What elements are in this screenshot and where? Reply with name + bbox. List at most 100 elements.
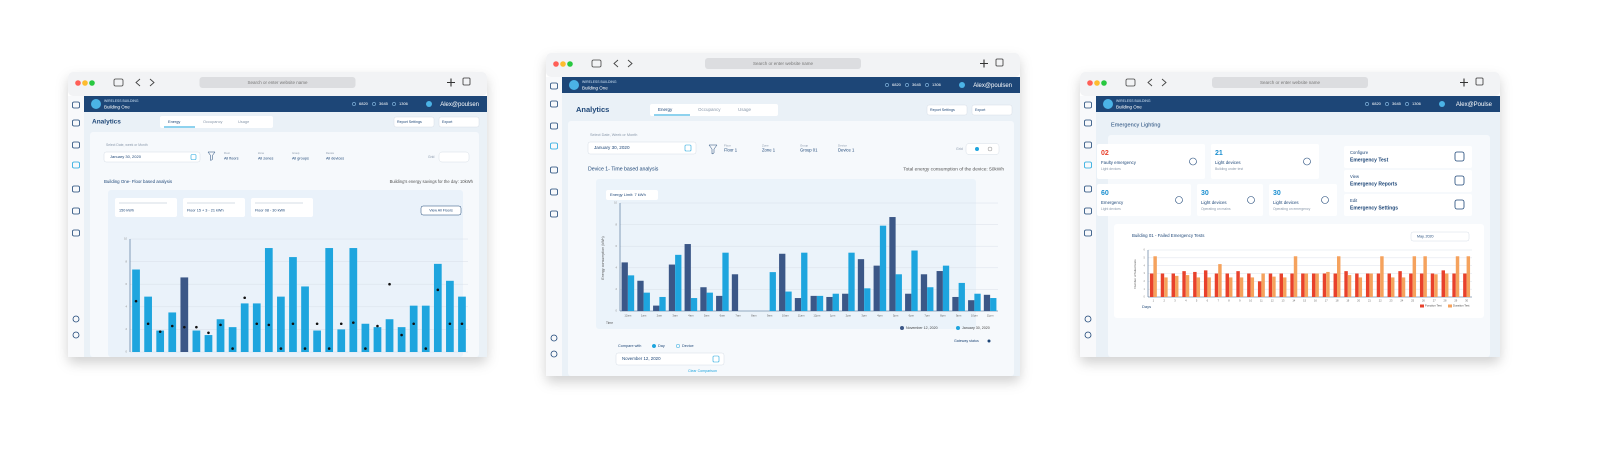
tab[interactable]: Usage <box>238 119 249 124</box>
back-button[interactable] <box>1147 78 1153 87</box>
date-value[interactable]: January 30, 2020 <box>594 145 630 150</box>
action-label[interactable]: Configure <box>1350 150 1369 155</box>
action-card[interactable] <box>1344 170 1472 192</box>
user-name[interactable]: Alex@poulsen <box>973 83 1012 89</box>
tab[interactable]: Occupancy <box>203 119 223 124</box>
action-title[interactable]: Emergency Settings <box>1350 205 1398 211</box>
building-selector[interactable]: Building One <box>1116 105 1142 110</box>
grid-toggle[interactable] <box>965 143 1000 155</box>
back-button[interactable] <box>613 59 619 68</box>
action-title[interactable]: Emergency Reports <box>1350 181 1397 187</box>
action-icon[interactable] <box>1454 151 1465 162</box>
window-control[interactable] <box>75 80 81 86</box>
filter-value[interactable]: Group 01 <box>800 148 818 153</box>
window-control[interactable] <box>1094 80 1100 86</box>
address-bar[interactable] <box>1212 77 1368 88</box>
forward-button[interactable] <box>627 59 633 68</box>
user-name[interactable]: Alex@Poulse <box>1456 102 1493 108</box>
tab[interactable]: Usage <box>738 107 752 112</box>
action-label[interactable]: Edit <box>1350 198 1358 203</box>
window-control[interactable] <box>553 61 559 67</box>
sidebar-icon[interactable] <box>1084 207 1092 215</box>
sidebar-icon[interactable] <box>1084 141 1092 149</box>
header-button-label[interactable]: Report Settings <box>930 108 955 112</box>
header-button-label[interactable]: Export <box>442 120 452 124</box>
sidebar-icon[interactable] <box>1084 331 1092 339</box>
tabs-button[interactable] <box>462 77 471 86</box>
window-control[interactable] <box>567 61 573 67</box>
back-button[interactable] <box>135 78 141 87</box>
filter-value[interactable]: All zones <box>258 157 274 161</box>
sidebar-icon[interactable] <box>550 166 558 174</box>
sidebar-toggle[interactable] <box>591 59 602 68</box>
sidebar-toggle[interactable] <box>113 78 124 87</box>
window-control[interactable] <box>1087 80 1093 86</box>
sidebar-icon[interactable] <box>550 210 558 218</box>
filter-value[interactable]: All groups <box>292 157 309 161</box>
date-picker[interactable] <box>103 151 201 163</box>
new-tab-button[interactable] <box>1460 78 1468 87</box>
sidebar-icon[interactable] <box>72 207 80 215</box>
clear-comparison-link[interactable]: Clear Comparison <box>688 369 717 373</box>
filter-value[interactable]: All floors <box>224 157 239 161</box>
window-control[interactable] <box>89 80 95 86</box>
sidebar-icon[interactable] <box>1084 315 1092 323</box>
action-title[interactable]: Emergency Test <box>1350 157 1389 163</box>
filter-value[interactable]: Device 1 <box>838 148 855 153</box>
radio-button[interactable] <box>675 343 681 349</box>
sidebar-icon[interactable] <box>72 161 80 169</box>
forward-button[interactable] <box>1161 78 1167 87</box>
grid-toggle-option[interactable] <box>987 146 993 152</box>
window-control[interactable] <box>560 61 566 67</box>
action-card[interactable] <box>1344 194 1472 216</box>
grid-toggle-option[interactable] <box>975 147 979 151</box>
month-value[interactable]: May, 2020 <box>1417 234 1434 238</box>
filter-value[interactable]: Zone 1 <box>762 148 776 153</box>
tab[interactable]: Occupancy <box>698 107 721 112</box>
month-picker[interactable] <box>1410 231 1470 242</box>
sidebar-icon[interactable] <box>72 185 80 193</box>
sidebar-icon[interactable] <box>550 82 558 90</box>
new-tab-button[interactable] <box>980 59 988 68</box>
header-button[interactable] <box>438 116 480 128</box>
sidebar-icon[interactable] <box>550 142 558 150</box>
sidebar-icon[interactable] <box>72 315 80 323</box>
compare-date-picker[interactable] <box>615 352 725 366</box>
header-button[interactable] <box>926 104 968 116</box>
filter-value[interactable]: All devices <box>326 157 344 161</box>
user-name[interactable]: Alex@poulsen <box>440 102 479 108</box>
sidebar-icon[interactable] <box>1084 119 1092 127</box>
header-button[interactable] <box>971 104 1013 116</box>
grid-toggle[interactable] <box>438 151 470 163</box>
action-icon[interactable] <box>1454 199 1465 210</box>
building-selector[interactable]: Building One <box>582 86 608 91</box>
date-value[interactable]: January 30, 2020 <box>110 154 142 159</box>
forward-button[interactable] <box>149 78 155 87</box>
sidebar-icon[interactable] <box>1084 101 1092 109</box>
view-all-label[interactable]: View All Floors <box>429 208 453 212</box>
sidebar-icon[interactable] <box>1084 161 1092 169</box>
address-bar[interactable] <box>199 77 356 88</box>
compare-date[interactable]: November 12, 2020 <box>622 356 661 361</box>
radio-label[interactable]: Device <box>682 344 694 348</box>
sidebar-icon[interactable] <box>550 188 558 196</box>
date-picker[interactable] <box>587 141 697 155</box>
sidebar-icon[interactable] <box>72 331 80 339</box>
building-selector[interactable]: Building One <box>104 105 130 110</box>
address-bar[interactable] <box>705 58 861 69</box>
sidebar-icon[interactable] <box>550 122 558 130</box>
sidebar-icon[interactable] <box>550 334 558 342</box>
window-control[interactable] <box>1101 80 1107 86</box>
filter-value[interactable]: Floor 1 <box>724 148 738 153</box>
sidebar-icon[interactable] <box>1084 229 1092 237</box>
view-all-button[interactable] <box>420 205 462 216</box>
tabs-button[interactable] <box>995 58 1004 67</box>
sidebar-toggle[interactable] <box>1125 78 1136 87</box>
sidebar-icon[interactable] <box>72 229 80 237</box>
header-button-label[interactable]: Report Settings <box>397 120 422 124</box>
new-tab-button[interactable] <box>447 78 455 87</box>
tabs-button[interactable] <box>1475 77 1484 86</box>
sidebar-icon[interactable] <box>72 101 80 109</box>
sidebar-icon[interactable] <box>550 100 558 108</box>
radio-button[interactable] <box>651 343 657 349</box>
